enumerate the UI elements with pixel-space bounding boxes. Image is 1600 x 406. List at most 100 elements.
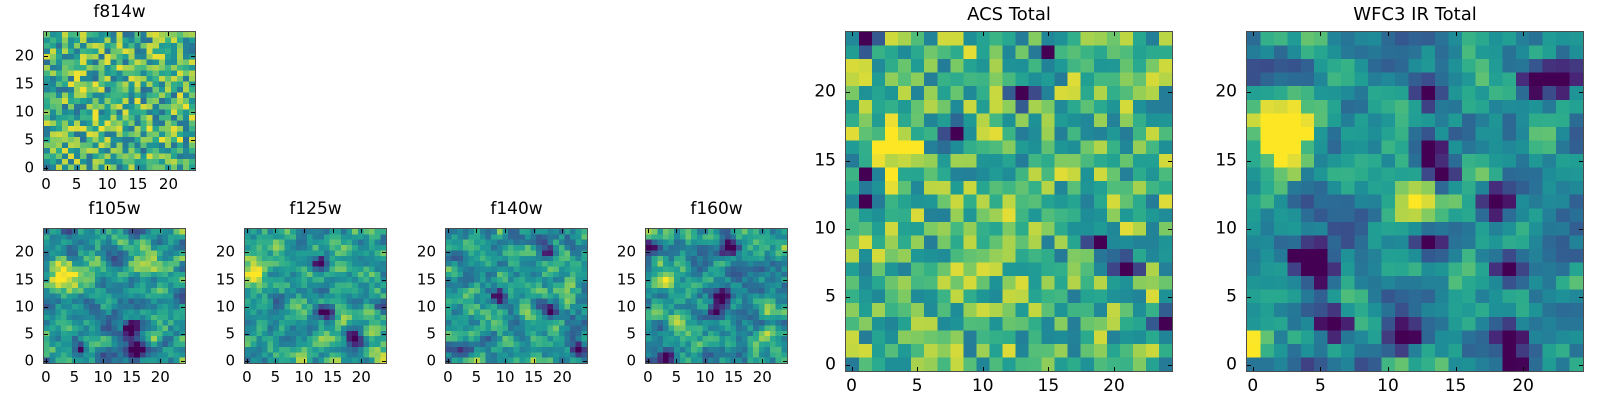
xtick-top-f140w-20: [562, 229, 564, 233]
ytick-right-f140w-0: [583, 361, 587, 363]
xtick-f140w-5: [476, 359, 478, 363]
yticklabel-f105w-15: 15: [14, 270, 34, 289]
xticklabel-f140w-10: 10: [495, 368, 515, 386]
xticklabel-acs_total-15: 15: [1037, 376, 1060, 396]
xtick-top-f105w-15: [131, 229, 133, 233]
xticklabel-f125w-20: 20: [351, 368, 371, 386]
xticklabel-f105w-10: 10: [93, 368, 113, 386]
xtick-f160w-15: [733, 359, 735, 363]
xtick-top-acs_total-20: [1113, 32, 1115, 36]
yticklabel-wfc3_ir_total-15: 15: [1215, 150, 1237, 171]
panel-f140w: f140w 0 5 10 15 20 0 5 10 15 20: [417, 201, 588, 398]
ytick-wfc3_ir_total-10: [1247, 228, 1251, 230]
xticklabel-wfc3_ir_total-15: 15: [1444, 376, 1467, 396]
xtick-wfc3_ir_total-15: [1455, 367, 1457, 371]
ytick-right-f140w-10: [583, 306, 587, 308]
ytick-wfc3_ir_total-5: [1247, 296, 1251, 298]
ytick-f814w-20: [44, 56, 48, 58]
xtick-top-wfc3_ir_total-15: [1455, 32, 1457, 36]
xtick-top-f160w-0: [647, 229, 649, 233]
ytick-right-f814w-0: [191, 168, 195, 170]
xtick-acs_total-5: [917, 367, 919, 371]
ytick-f125w-20: [245, 252, 249, 254]
axes-f160w: [645, 228, 788, 364]
ytick-f125w-15: [245, 279, 249, 281]
yticklabel-f160w-0: 0: [626, 351, 636, 370]
ytick-f160w-10: [646, 306, 650, 308]
xtick-f125w-10: [304, 359, 306, 363]
heatmap-image-acs_total: [846, 32, 1172, 371]
xtick-top-f125w-15: [332, 229, 334, 233]
ytick-f160w-15: [646, 279, 650, 281]
xtick-f125w-5: [275, 359, 277, 363]
yticklabel-wfc3_ir_total-5: 5: [1226, 286, 1237, 307]
xtick-wfc3_ir_total-10: [1387, 367, 1389, 371]
xtick-f105w-10: [103, 359, 105, 363]
axes-f140w: [445, 228, 588, 364]
panel-title-acs_total: ACS Total: [967, 4, 1051, 25]
yticklabel-f160w-15: 15: [616, 270, 636, 289]
yticklabel-acs_total-20: 20: [814, 81, 836, 102]
ytick-f160w-20: [646, 252, 650, 254]
ytick-f105w-0: [44, 361, 48, 363]
xtick-f140w-15: [533, 359, 535, 363]
xticklabel-f160w-20: 20: [752, 368, 772, 386]
yticklabel-f814w-10: 10: [14, 102, 34, 121]
xtick-top-wfc3_ir_total-20: [1523, 32, 1525, 36]
xtick-top-f814w-0: [46, 32, 48, 36]
panel-wfc3_ir_total: WFC3 IR Total 0 5 10 15 20 0 5 10 15 20: [1215, 6, 1584, 406]
xticklabel-acs_total-5: 5: [911, 376, 923, 396]
xticklabel-f140w-15: 15: [524, 368, 544, 386]
ytick-f105w-10: [44, 306, 48, 308]
xtick-top-f140w-10: [505, 229, 507, 233]
ytick-f140w-15: [446, 279, 450, 281]
xticklabel-f140w-0: 0: [443, 368, 453, 386]
xticklabel-f160w-5: 5: [671, 368, 682, 386]
panel-f814w: f814w 0 5 10 15 20 0 5 10 15 20: [15, 4, 196, 205]
axes-f814w: [43, 31, 196, 171]
xticklabel-wfc3_ir_total-0: 0: [1247, 376, 1259, 396]
xticklabel-f814w-0: 0: [41, 175, 51, 193]
ytick-right-f140w-20: [583, 252, 587, 254]
xtick-top-wfc3_ir_total-0: [1252, 32, 1254, 36]
xtick-f105w-20: [160, 359, 162, 363]
ytick-f140w-20: [446, 252, 450, 254]
ytick-f125w-0: [245, 361, 249, 363]
xtick-top-f105w-0: [45, 229, 47, 233]
xtick-top-wfc3_ir_total-5: [1320, 32, 1322, 36]
yticklabel-f125w-10: 10: [215, 297, 235, 316]
xticklabel-f125w-10: 10: [294, 368, 314, 386]
axes-wfc3_ir_total: [1246, 31, 1584, 372]
xticklabel-f160w-0: 0: [643, 368, 653, 386]
ytick-right-wfc3_ir_total-20: [1579, 92, 1583, 94]
ytick-right-f105w-5: [181, 334, 185, 336]
ytick-right-f814w-15: [191, 84, 195, 86]
ytick-right-f125w-15: [382, 279, 386, 281]
ytick-right-f140w-15: [583, 279, 587, 281]
xtick-top-f125w-20: [361, 229, 363, 233]
xticklabel-f140w-20: 20: [552, 368, 572, 386]
ytick-right-f105w-0: [181, 361, 185, 363]
yticklabel-f140w-10: 10: [416, 297, 436, 316]
xtick-f814w-0: [46, 166, 48, 170]
heatmap-image-f140w: [446, 229, 587, 363]
heatmap-image-f105w: [44, 229, 185, 363]
ytick-right-acs_total-15: [1168, 160, 1172, 162]
yticklabel-acs_total-5: 5: [825, 286, 836, 307]
heatmap-image-wfc3_ir_total: [1247, 32, 1583, 371]
xtick-top-f125w-0: [246, 229, 248, 233]
xtick-f125w-20: [361, 359, 363, 363]
yticklabel-wfc3_ir_total-20: 20: [1215, 81, 1237, 102]
ytick-acs_total-5: [846, 296, 850, 298]
ytick-acs_total-10: [846, 228, 850, 230]
xtick-top-acs_total-0: [851, 32, 853, 36]
yticklabel-f160w-10: 10: [616, 297, 636, 316]
xticklabel-f814w-10: 10: [97, 175, 117, 193]
ytick-f814w-10: [44, 112, 48, 114]
yticklabel-f140w-20: 20: [416, 242, 436, 261]
xtick-top-f814w-5: [76, 32, 78, 36]
xtick-top-f814w-20: [168, 32, 170, 36]
panel-acs_total: ACS Total 0 5 10 15 20 0 5 10 15 20: [814, 4, 1173, 406]
ytick-acs_total-20: [846, 92, 850, 94]
